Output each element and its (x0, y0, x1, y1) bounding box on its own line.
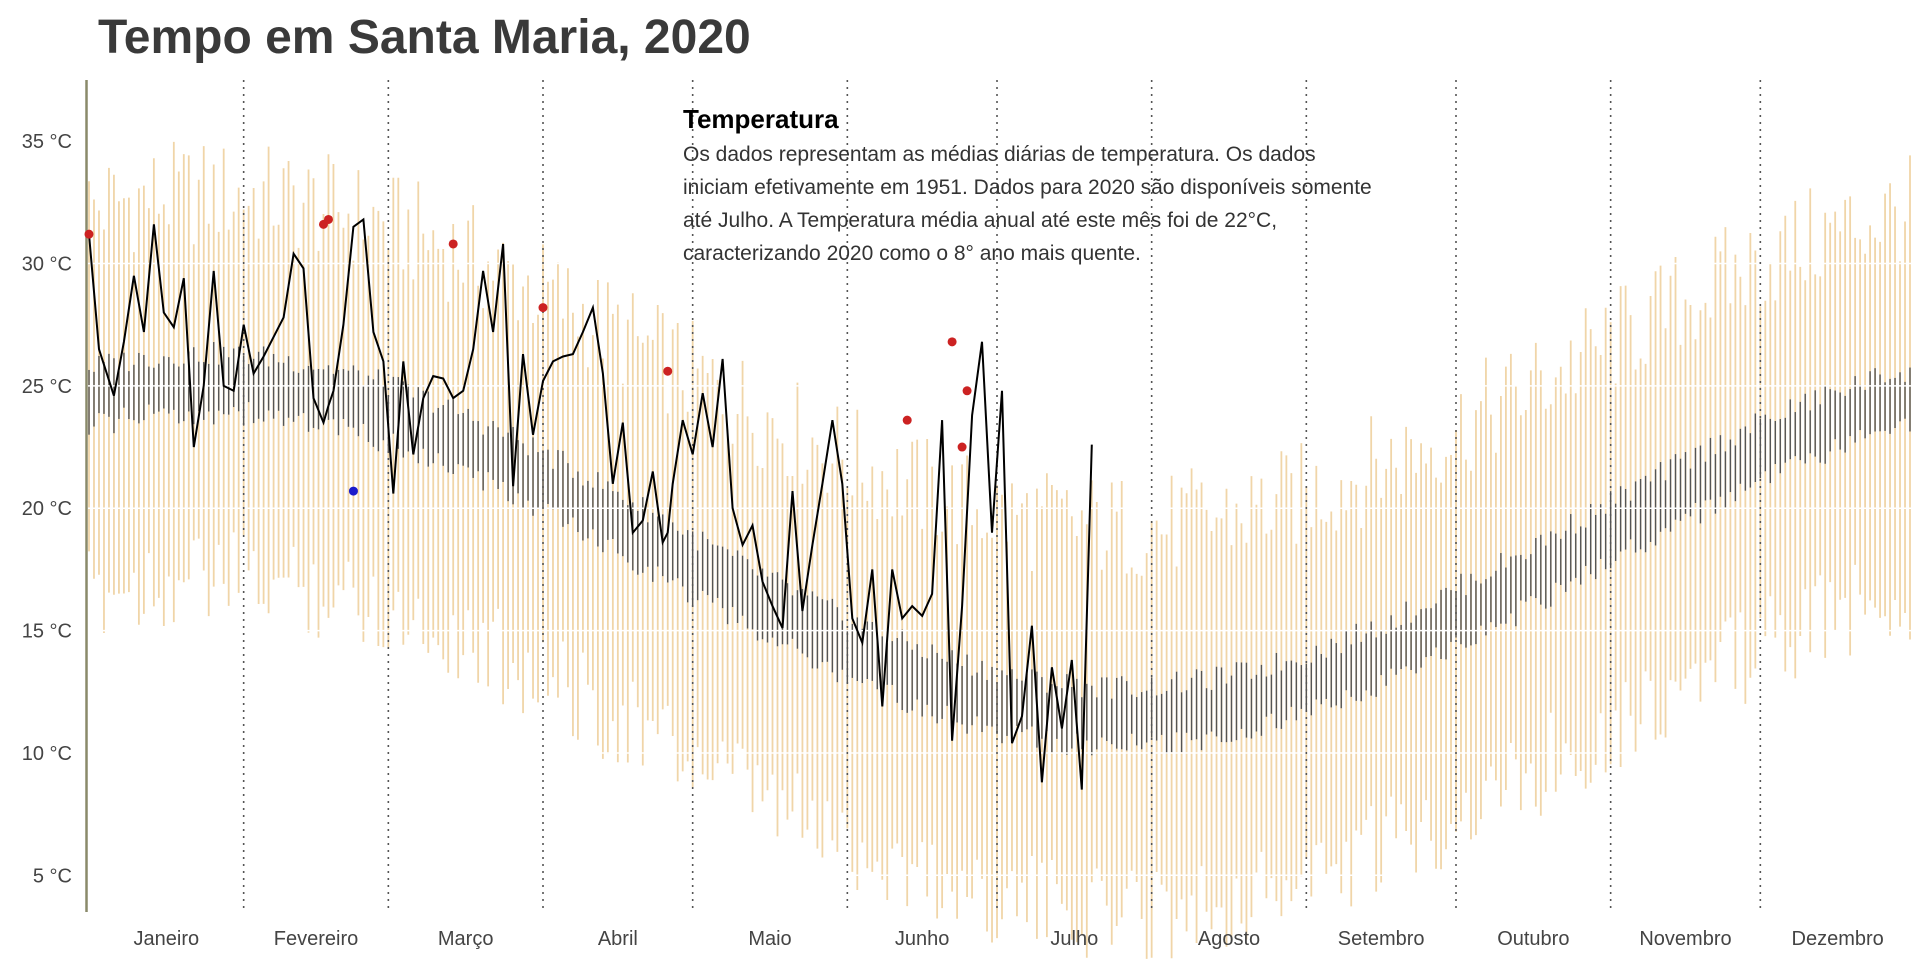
month-label: Maio (748, 928, 791, 950)
record-points (84, 214, 972, 496)
month-label: Janeiro (134, 928, 200, 950)
month-label: Março (438, 928, 494, 950)
chart-title: Tempo em Santa Maria, 2020 (98, 11, 751, 64)
record-high-point (663, 366, 673, 376)
y-axis-ticks: 5 °C 10 °C 15 °C 20 °C 25 °C 30 °C 35 °C (22, 131, 72, 887)
y-tick-label: 30 °C (22, 254, 72, 276)
annotation-line-2: iniciam efetivamente em 1951. Dados para… (683, 176, 1372, 199)
month-label: Junho (895, 928, 950, 950)
gridlines-overlay (86, 140, 1913, 877)
month-label: Setembro (1338, 928, 1425, 950)
record-high-point (323, 214, 333, 224)
annotation: Temperatura Os dados representam as médi… (683, 104, 1372, 265)
month-dividers (242, 80, 1762, 912)
month-label: Outubro (1497, 928, 1569, 950)
month-label: Novembro (1639, 928, 1731, 950)
y-tick-label: 10 °C (22, 743, 72, 765)
record-high-point (538, 303, 548, 313)
record-high-point (947, 337, 957, 347)
y-tick-label: 25 °C (22, 376, 72, 398)
x-axis-month-labels: Janeiro Fevereiro Março Abril Maio Junho Julho… (134, 928, 1884, 950)
annotation-title: Temperatura (683, 104, 839, 134)
month-label: Agosto (1198, 928, 1260, 950)
record-high-point (448, 239, 458, 249)
record-high-point (84, 229, 94, 239)
record-low-point (348, 486, 358, 496)
y-tick-label: 15 °C (22, 621, 72, 643)
record-high-point (962, 386, 972, 396)
annotation-line-3: até Julho. A Temperatura média anual até… (683, 209, 1277, 232)
series-2020-line (88, 217, 1093, 790)
record-high-point (957, 442, 967, 452)
month-label: Abril (598, 928, 638, 950)
month-label: Julho (1050, 928, 1098, 950)
y-tick-label: 5 °C (33, 865, 72, 887)
month-label: Dezembro (1792, 928, 1884, 950)
month-label: Fevereiro (274, 928, 358, 950)
record-high-point (902, 415, 912, 425)
annotation-line-1: Os dados representam as médias diárias d… (683, 143, 1316, 166)
annotation-line-4: caracterizando 2020 como o 8° ano mais q… (683, 242, 1141, 265)
y-tick-label: 35 °C (22, 131, 72, 153)
normal-range-bars (88, 342, 1911, 756)
y-tick-label: 20 °C (22, 498, 72, 520)
